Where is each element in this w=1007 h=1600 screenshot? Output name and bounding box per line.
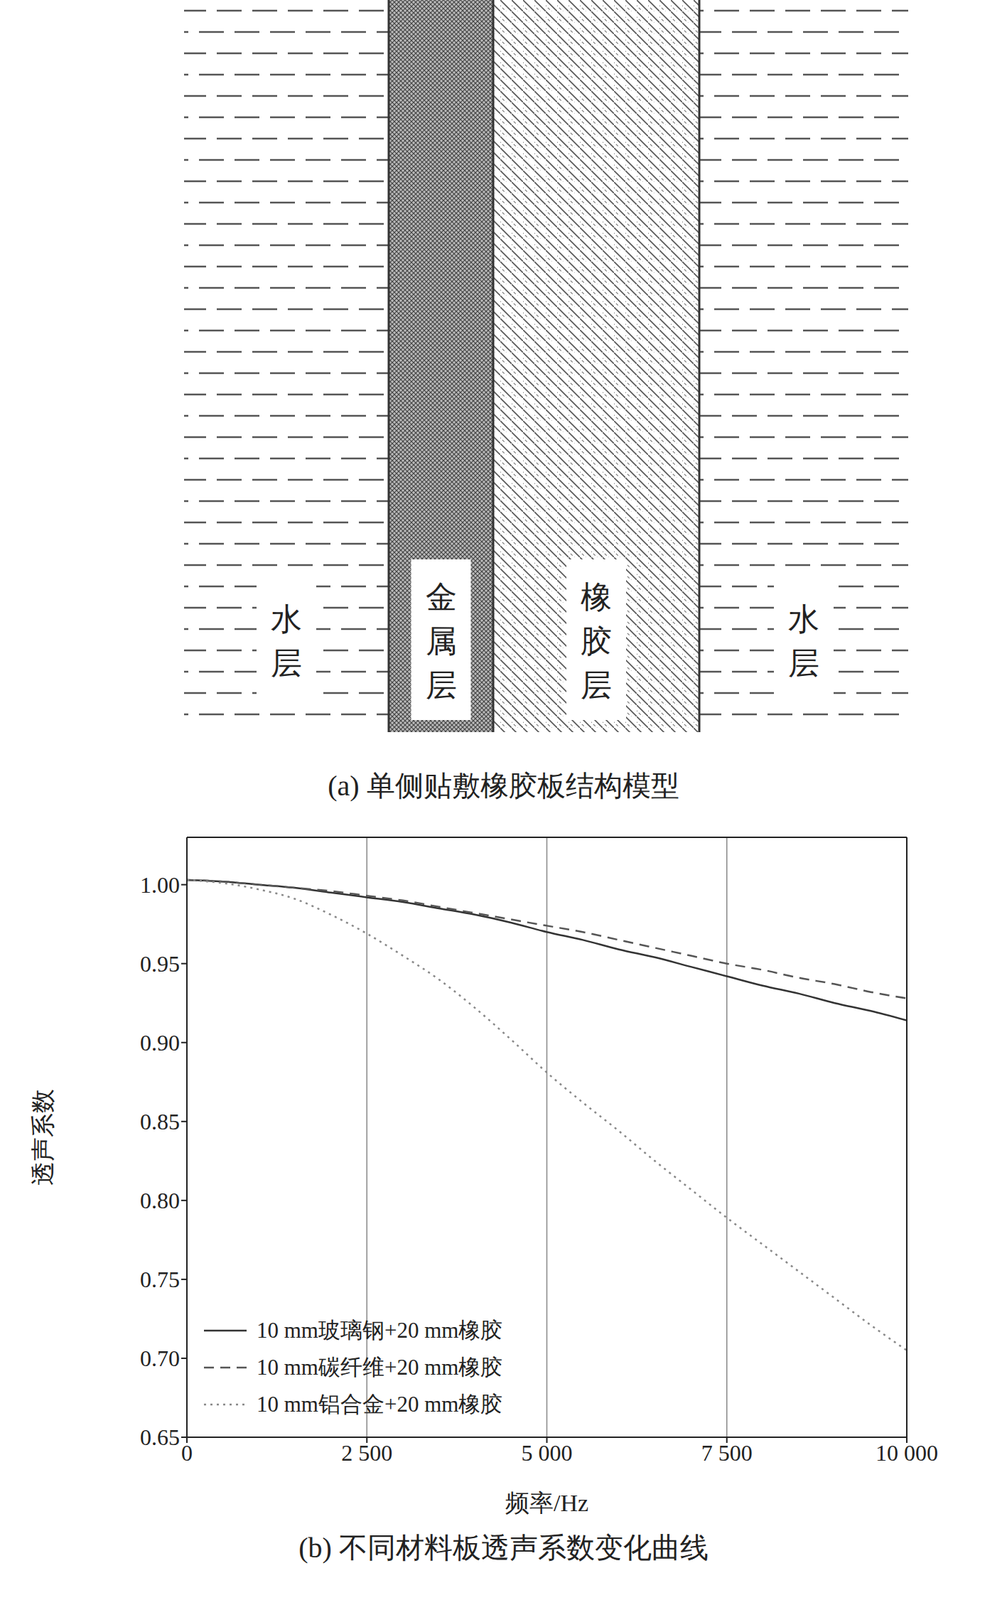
svg-text:水: 水: [270, 601, 303, 637]
svg-text:0.75: 0.75: [139, 1266, 180, 1292]
svg-text:0.85: 0.85: [139, 1108, 180, 1135]
svg-text:层: 层: [788, 645, 820, 681]
svg-text:0.65: 0.65: [139, 1424, 180, 1450]
svg-text:金: 金: [425, 579, 457, 615]
svg-text:层: 层: [425, 668, 457, 703]
svg-text:属: 属: [425, 623, 457, 659]
html-text:10 mm铝合金+20 mm橡胶: 10 mm铝合金+20 mm橡胶: [256, 1391, 503, 1417]
svg-text:2 500: 2 500: [341, 1439, 393, 1466]
html-text:(a) 单侧贴敷橡胶板结构模型: (a) 单侧贴敷橡胶板结构模型: [327, 769, 680, 802]
svg-text:层: 层: [580, 668, 612, 703]
html-text:10 mm玻璃钢+20 mm橡胶: 10 mm玻璃钢+20 mm橡胶: [256, 1317, 503, 1343]
svg-text:1.00: 1.00: [139, 871, 180, 898]
svg-text:透声系数: 透声系数: [29, 1088, 57, 1186]
svg-text:频率/Hz: 频率/Hz: [505, 1489, 589, 1516]
svg-text:10 000: 10 000: [875, 1439, 939, 1466]
svg-text:5 000: 5 000: [521, 1439, 573, 1466]
svg-text:胶: 胶: [580, 623, 612, 659]
svg-text:0.90: 0.90: [139, 1029, 180, 1056]
svg-text:橡: 橡: [580, 579, 612, 615]
svg-text:0.80: 0.80: [139, 1187, 180, 1214]
svg-text:层: 层: [270, 645, 303, 681]
html-text:10 mm碳纤维+20 mm橡胶: 10 mm碳纤维+20 mm橡胶: [256, 1354, 503, 1380]
svg-text:0.70: 0.70: [139, 1345, 180, 1371]
html-text:(b) 不同材料板透声系数变化曲线: (b) 不同材料板透声系数变化曲线: [298, 1531, 709, 1564]
svg-text:水: 水: [788, 601, 820, 637]
svg-text:7 500: 7 500: [701, 1439, 753, 1466]
svg-text:0: 0: [181, 1439, 193, 1466]
svg-text:0.95: 0.95: [139, 950, 180, 977]
